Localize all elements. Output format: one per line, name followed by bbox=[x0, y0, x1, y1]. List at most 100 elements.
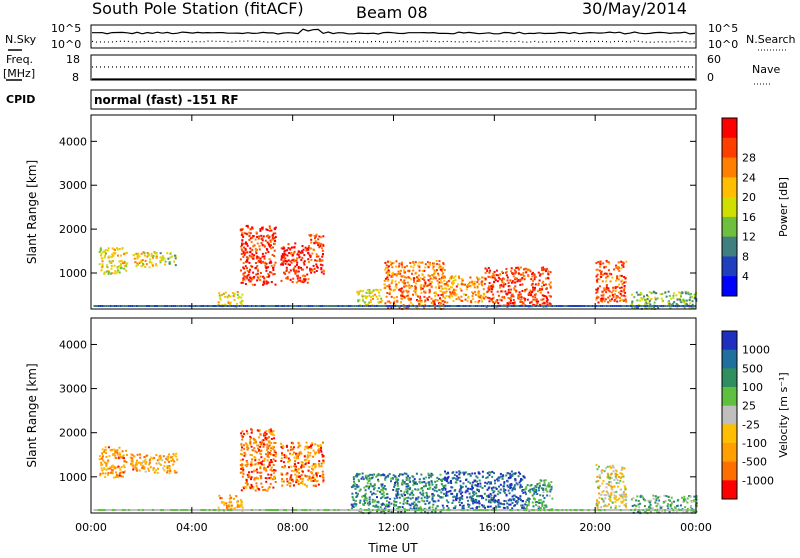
data-cell bbox=[403, 481, 406, 483]
data-cell bbox=[573, 509, 576, 511]
data-cell bbox=[289, 458, 292, 461]
data-cell bbox=[493, 274, 496, 277]
data-cell bbox=[509, 487, 512, 490]
data-cell bbox=[388, 305, 390, 307]
data-cell bbox=[447, 481, 450, 484]
data-cell bbox=[325, 305, 328, 307]
data-cell bbox=[241, 475, 244, 478]
data-cell bbox=[220, 509, 223, 511]
data-cell bbox=[481, 497, 483, 500]
data-cell bbox=[604, 298, 607, 301]
data-cell bbox=[567, 509, 570, 511]
data-cell bbox=[403, 269, 405, 272]
data-cell bbox=[347, 305, 350, 307]
data-cell bbox=[290, 441, 293, 444]
data-cell bbox=[282, 263, 284, 266]
data-cell bbox=[136, 453, 139, 456]
data-cell bbox=[412, 509, 415, 511]
data-cell bbox=[396, 492, 399, 495]
data-cell bbox=[267, 305, 269, 307]
data-cell bbox=[495, 488, 498, 490]
data-cell bbox=[583, 509, 586, 511]
data-cell bbox=[606, 483, 609, 486]
data-cell bbox=[621, 298, 624, 301]
data-cell bbox=[263, 276, 265, 279]
data-cell bbox=[240, 443, 243, 446]
data-cell bbox=[692, 509, 695, 511]
data-cell bbox=[624, 280, 627, 283]
data-cell bbox=[610, 506, 612, 509]
data-cell bbox=[535, 509, 538, 511]
data-cell bbox=[297, 250, 300, 253]
data-cell bbox=[242, 273, 245, 276]
data-cell bbox=[242, 305, 245, 307]
data-cell bbox=[611, 464, 614, 467]
data-cell bbox=[101, 265, 104, 268]
data-cell bbox=[414, 498, 417, 501]
data-cell bbox=[439, 298, 442, 301]
data-cell bbox=[303, 448, 306, 451]
data-cell bbox=[214, 305, 217, 307]
data-cell bbox=[141, 467, 144, 469]
data-cell bbox=[353, 305, 356, 307]
data-cell bbox=[527, 509, 530, 511]
data-cell bbox=[265, 228, 268, 231]
data-cell bbox=[472, 498, 475, 500]
data-cell bbox=[99, 509, 102, 511]
data-cell bbox=[459, 287, 462, 290]
data-cell bbox=[541, 282, 544, 284]
data-cell bbox=[644, 510, 647, 513]
data-cell bbox=[445, 282, 448, 285]
data-cell bbox=[135, 305, 138, 307]
data-cell bbox=[174, 471, 177, 474]
data-cell bbox=[400, 290, 403, 293]
colorbar-tick-label: -25 bbox=[742, 418, 760, 431]
data-cell bbox=[610, 466, 613, 469]
data-cell bbox=[105, 468, 108, 471]
data-cell bbox=[492, 272, 495, 275]
data-cell bbox=[262, 445, 265, 448]
data-cell bbox=[399, 278, 402, 281]
data-cell bbox=[480, 509, 483, 511]
data-cell bbox=[244, 305, 247, 307]
data-cell bbox=[481, 470, 484, 473]
data-cell bbox=[307, 456, 310, 459]
data-cell bbox=[312, 449, 315, 452]
data-cell bbox=[521, 509, 524, 511]
data-cell bbox=[337, 305, 340, 307]
data-cell bbox=[371, 477, 373, 480]
data-cell bbox=[648, 302, 651, 305]
data-cell bbox=[451, 281, 454, 284]
data-cell bbox=[279, 509, 282, 511]
data-cell bbox=[280, 457, 283, 460]
data-cell bbox=[550, 481, 553, 484]
data-cell bbox=[131, 460, 134, 463]
data-cell bbox=[303, 275, 306, 278]
data-cell bbox=[660, 305, 663, 307]
data-cell bbox=[272, 454, 275, 457]
data-cell bbox=[262, 260, 264, 263]
data-cell bbox=[513, 303, 516, 305]
data-cell bbox=[322, 480, 325, 483]
data-cell bbox=[441, 275, 444, 278]
data-cell bbox=[413, 263, 416, 266]
data-cell bbox=[262, 509, 265, 511]
data-cell bbox=[618, 497, 621, 500]
data-cell bbox=[413, 279, 415, 282]
data-cell bbox=[428, 305, 431, 307]
data-cell bbox=[507, 489, 510, 492]
data-cell bbox=[423, 480, 426, 483]
data-cell bbox=[615, 477, 618, 480]
data-cell bbox=[451, 486, 454, 489]
data-cell bbox=[461, 505, 464, 508]
data-cell bbox=[319, 509, 322, 511]
data-cell bbox=[270, 476, 272, 479]
data-cell bbox=[406, 500, 409, 502]
data-cell bbox=[635, 505, 637, 508]
data-cell bbox=[133, 257, 136, 260]
data-cell bbox=[512, 472, 515, 475]
data-cell bbox=[509, 305, 511, 307]
data-cell bbox=[123, 264, 126, 267]
y-tick-label: 1000 bbox=[59, 267, 87, 280]
data-cell bbox=[354, 482, 357, 485]
